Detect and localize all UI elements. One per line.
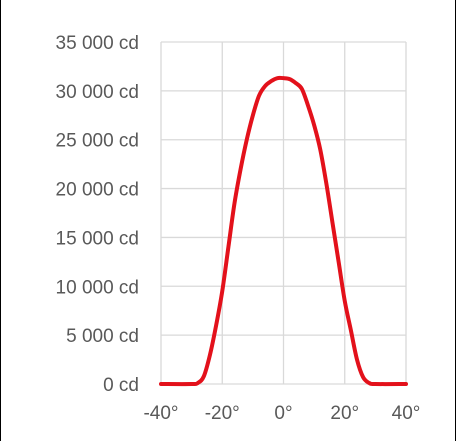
y-tick-label: 5 000 cd	[66, 326, 139, 347]
y-tick-label: 35 000 cd	[56, 33, 139, 54]
vertical-gridlines	[160, 42, 407, 384]
y-tick-label: 25 000 cd	[56, 131, 139, 152]
series-line	[159, 75, 408, 387]
x-tick-label: 0°	[274, 403, 292, 424]
x-tick-label: -20°	[205, 403, 240, 424]
x-tick-label: 20°	[330, 403, 359, 424]
y-tick-label: 10 000 cd	[56, 277, 139, 298]
y-tick-label: 30 000 cd	[56, 82, 139, 103]
y-tick-label: 0 cd	[103, 375, 139, 396]
series-group	[159, 75, 408, 387]
y-tick-label: 20 000 cd	[56, 180, 139, 201]
x-tick-label: -40°	[143, 403, 178, 424]
x-tick-label: 40°	[392, 403, 421, 424]
y-axis-labels: 0 cd 5 000 cd 10 000 cd 15 000 cd 20 000 cd 2…	[56, 33, 139, 396]
horizontal-gridlines	[161, 41, 406, 385]
y-tick-label: 15 000 cd	[56, 228, 139, 249]
x-axis-labels: -40° -20° 0° 20° 40°	[143, 403, 420, 424]
